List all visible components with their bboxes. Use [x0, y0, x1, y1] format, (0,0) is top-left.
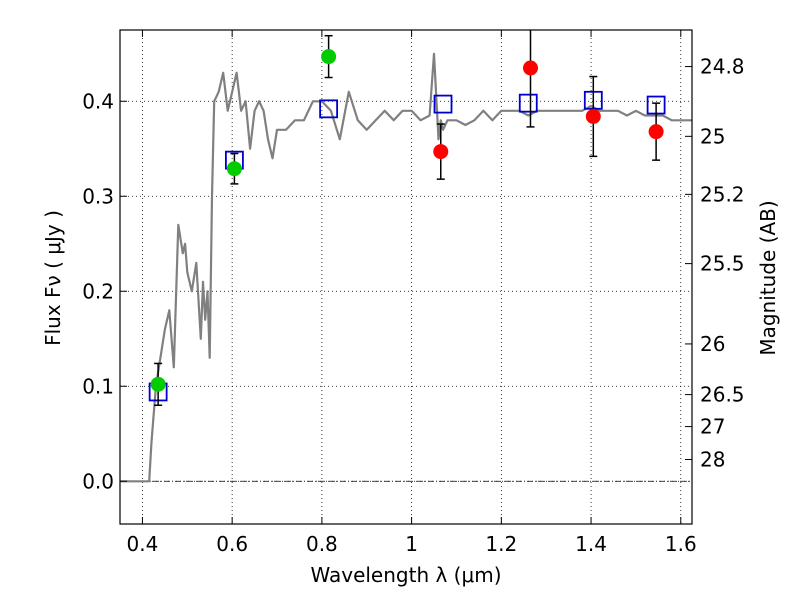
model-spectrum-line: [120, 52, 692, 483]
grid-lines: [120, 30, 692, 524]
x-tick-label: 0.8: [306, 532, 338, 556]
mag-tick-label: 28: [700, 447, 725, 471]
y-tick-label: 0.0: [82, 469, 114, 493]
plot-frame: [119, 29, 693, 525]
y-tick-label: 0.3: [82, 184, 114, 208]
x-tick-label: 1: [405, 532, 418, 556]
y2-axis-title: Magnitude (AB): [756, 200, 780, 355]
mag-tick-label: 26.5: [700, 383, 745, 407]
y-tick-label: 0.4: [82, 89, 114, 113]
observed-photometry-point: [150, 376, 166, 392]
mag-tick-label: 24.8: [700, 55, 745, 79]
data-series: [120, 30, 692, 483]
mag-tick-label: 26: [700, 332, 725, 356]
observed-photometry-point: [522, 60, 538, 76]
x-axis-title: Wavelength λ (μm): [310, 563, 501, 587]
mag-tick-label: 25.5: [700, 252, 745, 276]
y-axis-title: Flux Fν ( μJy ): [41, 210, 65, 346]
observed-photometry-point: [226, 161, 242, 177]
x-tick-label: 0.6: [216, 532, 248, 556]
y-tick-label: 0.1: [82, 374, 114, 398]
observed-photometry-point: [321, 49, 337, 65]
x-tick-label: 1.2: [485, 532, 517, 556]
model-photometry-point: [319, 99, 339, 119]
model-photometry-point: [433, 94, 453, 114]
axis-ticks: 0.4 0.6 0.8 1 1.2 1.4 1.6 0.0 0.1 0.2 0.3 0.4 24.8 25…: [82, 30, 745, 556]
x-tick-label: 0.4: [127, 532, 159, 556]
model-photometry-point: [518, 93, 538, 113]
observed-photometry-point: [648, 124, 664, 140]
mag-tick-label: 25: [700, 124, 725, 148]
x-tick-label: 1.6: [665, 532, 697, 556]
observed-photometry-point: [433, 144, 449, 160]
y-tick-label: 0.2: [82, 279, 114, 303]
mag-tick-label: 27: [700, 415, 725, 439]
x-tick-label: 1.4: [575, 532, 607, 556]
observed-photometry-point: [585, 108, 601, 124]
mag-tick-label: 25.2: [700, 182, 745, 206]
